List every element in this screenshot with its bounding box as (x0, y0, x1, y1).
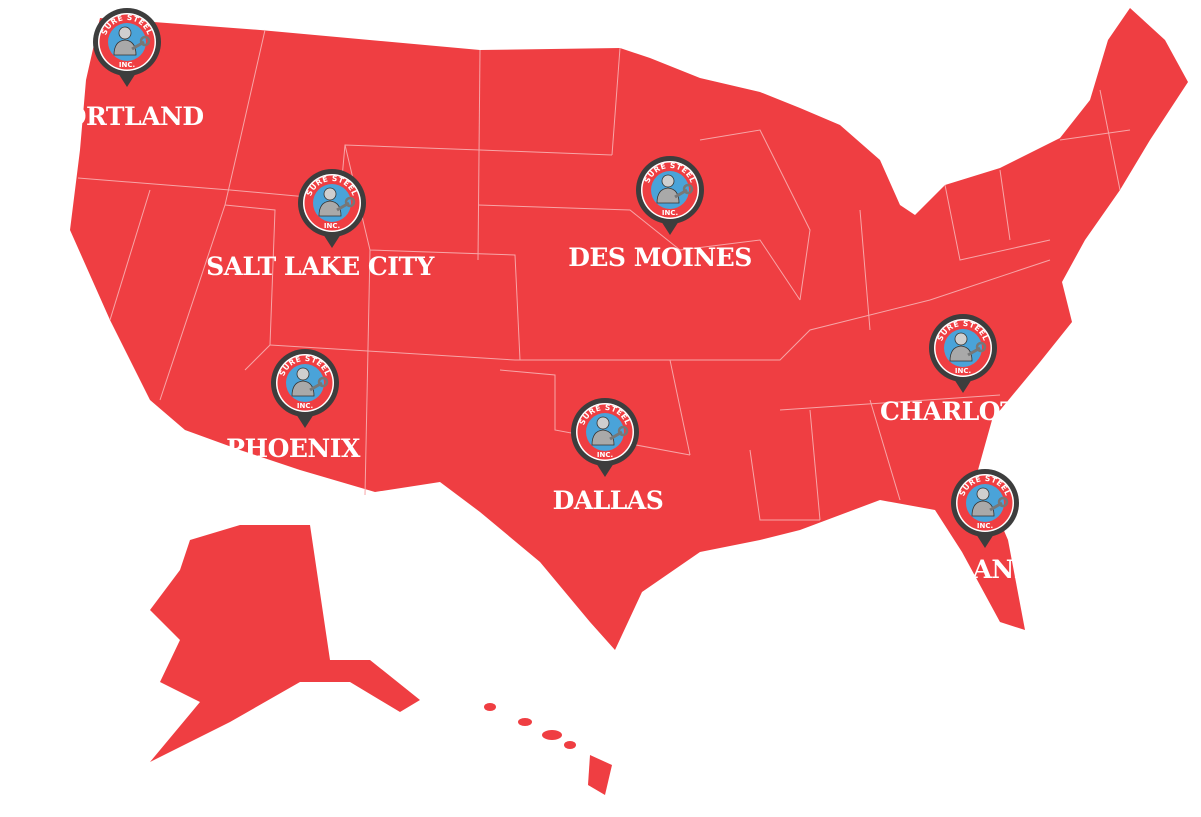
contiguous-us-land (70, 8, 1188, 650)
wrench-worker-icon (591, 416, 629, 446)
sure-steel-logo-icon: SURE STEEL INC. (571, 398, 639, 477)
location-label-charlotte: CHARLOTTE (880, 397, 1054, 426)
hawaii-land (484, 703, 612, 795)
sure-steel-logo-icon: SURE STEEL INC. (298, 169, 366, 248)
wrench-worker-icon (656, 174, 694, 204)
svg-text:INC.: INC. (955, 367, 971, 375)
sure-steel-logo-icon: SURE STEEL INC. (93, 8, 161, 87)
wrench-worker-icon (291, 367, 329, 397)
wrench-worker-icon (949, 332, 987, 362)
svg-text:INC.: INC. (662, 209, 678, 217)
location-pin-orlando[interactable]: SURE STEEL INC. (950, 468, 1020, 550)
location-label-phoenix: PHOENIX (226, 434, 360, 463)
location-pin-charlotte[interactable]: SURE STEEL INC. (928, 313, 998, 395)
svg-text:INC.: INC. (597, 451, 613, 459)
sure-steel-logo-icon: SURE STEEL INC. (951, 469, 1019, 548)
svg-text:INC.: INC. (977, 522, 993, 530)
sure-steel-logo-icon: SURE STEEL INC. (636, 156, 704, 235)
sure-steel-logo-icon: SURE STEEL INC. (929, 314, 997, 393)
state-borders (77, 29, 1131, 521)
location-pin-des-moines[interactable]: SURE STEEL INC. (635, 155, 705, 237)
location-label-salt-lake-city: SALT LAKE CITY (206, 252, 434, 281)
location-label-des-moines: DES MOINES (568, 243, 752, 272)
wrench-worker-icon (971, 487, 1009, 517)
location-pin-phoenix[interactable]: SURE STEEL INC. (270, 348, 340, 430)
wrench-worker-icon (113, 26, 151, 56)
location-pin-portland[interactable]: SURE STEEL INC. (92, 7, 162, 89)
wrench-worker-icon (318, 187, 356, 217)
location-label-portland: PORTLAND (46, 102, 204, 131)
alaska-land (150, 525, 420, 762)
location-label-dallas: DALLAS (552, 486, 664, 515)
svg-text:INC.: INC. (324, 222, 340, 230)
sure-steel-logo-icon: SURE STEEL INC. (271, 349, 339, 428)
location-pin-salt-lake-city[interactable]: SURE STEEL INC. (297, 168, 367, 250)
location-pin-dallas[interactable]: SURE STEEL INC. (570, 397, 640, 479)
location-label-orlando: ORLANDO (913, 555, 1057, 584)
svg-text:INC.: INC. (119, 61, 135, 69)
svg-text:INC.: INC. (297, 402, 313, 410)
